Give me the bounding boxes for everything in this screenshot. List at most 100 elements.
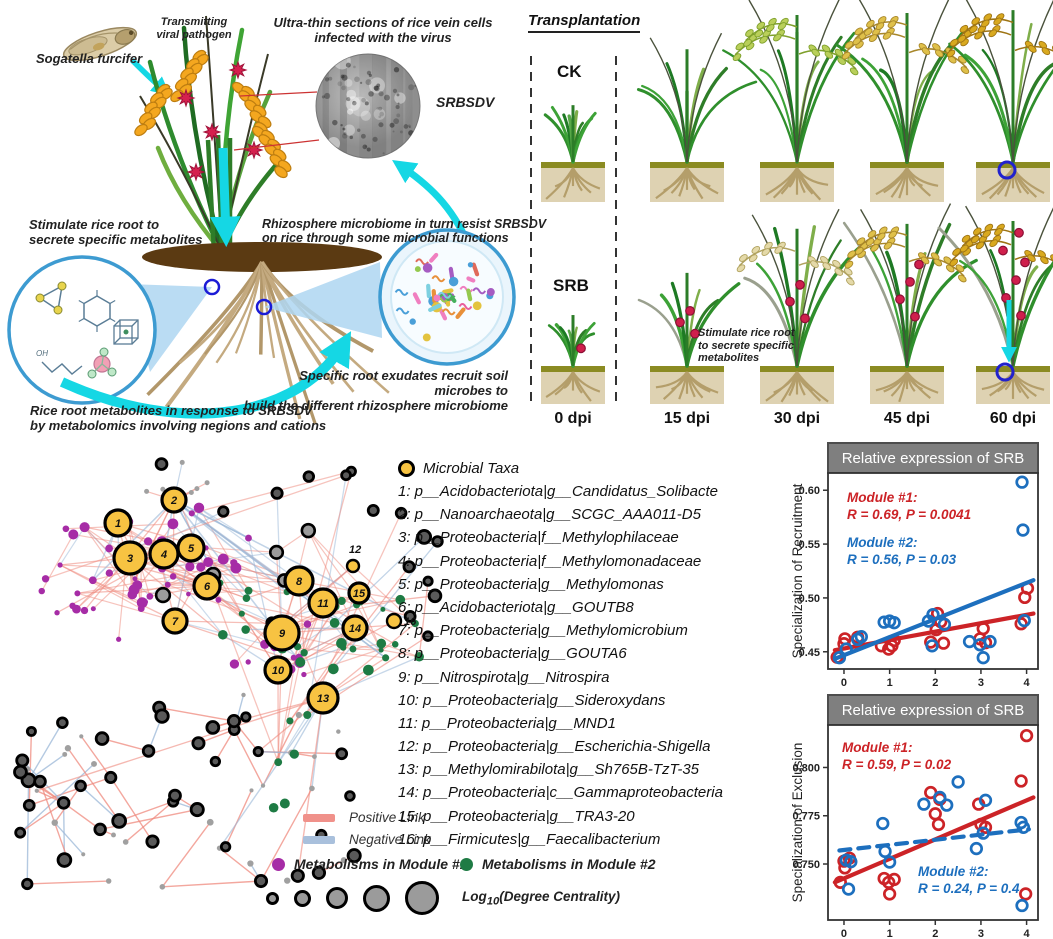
- srb-annotation-line3: metabolites: [698, 352, 760, 365]
- oh-label: OH: [36, 349, 48, 358]
- ultrathin-line1: Ultra-thin sections of rice vein cells: [273, 15, 493, 30]
- rice-plant-stage: [637, 272, 741, 368]
- rhizosphere-microbiome-circle: [378, 228, 516, 366]
- annotation-module-stats: R = 0.56, P = 0.03: [847, 552, 957, 567]
- taxa-list-item-13: 13: p__Methylomirabilota|g__Sh765B-TzT-3…: [398, 761, 700, 779]
- data-point: [832, 651, 847, 665]
- stimulate-label: Stimulate rice root to secrete specific …: [29, 217, 203, 248]
- data-point: [887, 616, 901, 630]
- taxa-node-5: 5: [176, 533, 206, 563]
- srb-annotation-line1: Stimulate rice root: [698, 327, 795, 339]
- taxa-list-item-7: 7: p__Proteobacteria|g__Methylomicrobium: [398, 622, 688, 640]
- svg-text:12: 12: [349, 544, 361, 556]
- taxa-node-12: [345, 558, 361, 574]
- trend-line: [837, 827, 1031, 853]
- transplantation-title-text: Transplantation: [528, 12, 641, 33]
- soil-mound: [142, 242, 382, 272]
- data-point: [969, 841, 984, 856]
- data-point: [976, 826, 990, 840]
- taxa-list-item-16: 16: p__Firmicutes|g__Faecalibacterium: [398, 830, 661, 848]
- taxa-node-8: 8: [283, 565, 315, 597]
- data-point: [1014, 617, 1028, 631]
- y-tick-label: 0.60: [799, 485, 820, 497]
- svg-text:10: 10: [272, 665, 285, 677]
- data-point: [1015, 898, 1029, 913]
- y-tick-label: 0.50: [799, 593, 820, 605]
- transplantation-panel: [530, 0, 1053, 404]
- timepoint-label-60dpi: 60 dpi: [989, 410, 1037, 427]
- taxa-node-14: 14: [341, 614, 369, 642]
- annotation-module-stats: R = 0.69, P = 0.0041: [847, 507, 971, 522]
- taxa-list-item-3: 3: p__Proteobacteria|f__Methylophilaceae: [398, 529, 679, 547]
- metabolites-line1: Rice root metabolites in response to SRB…: [30, 403, 313, 418]
- data-point: [933, 790, 947, 805]
- data-point: [925, 639, 939, 653]
- taxa-node-7: 7: [161, 607, 189, 635]
- negative-link-swatch: [303, 835, 335, 844]
- taxa-node-15: 15: [347, 581, 371, 605]
- transmitting-line2: viral pathogen: [156, 28, 232, 41]
- module1-dot-icon: [272, 857, 285, 871]
- svg-text:1: 1: [115, 518, 121, 530]
- taxa-list-header: Microbial Taxa: [398, 456, 768, 480]
- root-sample-circle: [255, 298, 273, 316]
- exudates-line2: build the different rhizosphere microbio…: [243, 397, 508, 413]
- svg-text:7: 7: [172, 616, 179, 628]
- svg-text:4: 4: [160, 549, 167, 561]
- log-sub: 10: [486, 895, 500, 908]
- x-tick-label: 2: [932, 677, 938, 689]
- transmitting-line1: Transmitting: [160, 16, 228, 28]
- rice-plant-stage: [736, 208, 864, 368]
- data-point: [887, 872, 901, 887]
- svg-text:13: 13: [317, 693, 329, 705]
- annotation-module-stats: R = 0.24, P = 0.4: [918, 881, 1020, 896]
- svg-text:6: 6: [204, 581, 211, 593]
- data-point: [876, 816, 890, 831]
- taxa-node-16: [385, 612, 403, 630]
- taxa-list-item-1: 1: p__Acidobacteriota|g__Candidatus_Soli…: [398, 483, 718, 500]
- svg-text:3: 3: [127, 553, 133, 565]
- data-point: [1014, 774, 1028, 788]
- rice-plant-stage: [835, 0, 970, 164]
- data-point: [976, 621, 990, 636]
- row-label-srb: SRB: [553, 276, 589, 295]
- planthopper-insect: [62, 26, 138, 62]
- rhizosphere-line1: Rhizosphere microbiome in turn resist SR…: [262, 217, 547, 231]
- taxa-list-item-15: 15: p__Proteobacteria|g__TRA3-20: [398, 807, 635, 825]
- rice-plant-stage: [842, 203, 978, 368]
- taxa-node-2: 2: [160, 486, 188, 514]
- taxa-list-item-9: 9: p__Nitrospirota|g__Nitrospira: [398, 668, 610, 686]
- annotation-module-name: Module #2:: [847, 535, 918, 550]
- data-point: [1015, 475, 1029, 489]
- data-point: [936, 636, 951, 650]
- timepoint-label-15dpi: 15 dpi: [663, 410, 711, 427]
- data-point: [882, 887, 897, 901]
- stimulate-line2: secrete specific metabolites: [29, 231, 203, 247]
- rice-plant-stage: [636, 32, 758, 164]
- chart-title: Relative expression of SRB: [842, 702, 1025, 719]
- timepoint-label-0dpi: 0 dpi: [554, 410, 592, 427]
- taxa-list-item-8: 8: p__Proteobacteria|g__GOUTA6: [398, 645, 627, 663]
- size-circle-icon: [294, 889, 311, 907]
- svg-text:11: 11: [317, 598, 328, 610]
- positive-link-label: Positive Link: [349, 810, 425, 825]
- x-tick-label: 2: [932, 928, 938, 939]
- data-point: [1016, 523, 1030, 537]
- y-tick-label: 0.55: [799, 539, 820, 551]
- data-point: [1019, 728, 1034, 743]
- svg-text:14: 14: [349, 623, 361, 635]
- module1-legend: Metabolisms in Module #1: [272, 856, 467, 872]
- module2-label: Metabolisms in Module #2: [482, 856, 656, 872]
- taxa-node-6: 6: [192, 571, 222, 601]
- rice-plant-stage: [937, 205, 1053, 368]
- data-point: [854, 630, 868, 644]
- metabolites-label: Rice root metabolites in response to SRB…: [30, 403, 326, 434]
- data-point: [878, 844, 892, 859]
- taxa-items: 1: p__Acidobacteriota|g__Candidatus_Soli…: [398, 480, 768, 851]
- data-point: [1016, 820, 1031, 834]
- x-tick-label: 1: [887, 677, 893, 689]
- taxa-node-9: 9: [263, 614, 301, 652]
- rhizosphere-line2: on rice through some microbial functions: [262, 231, 509, 246]
